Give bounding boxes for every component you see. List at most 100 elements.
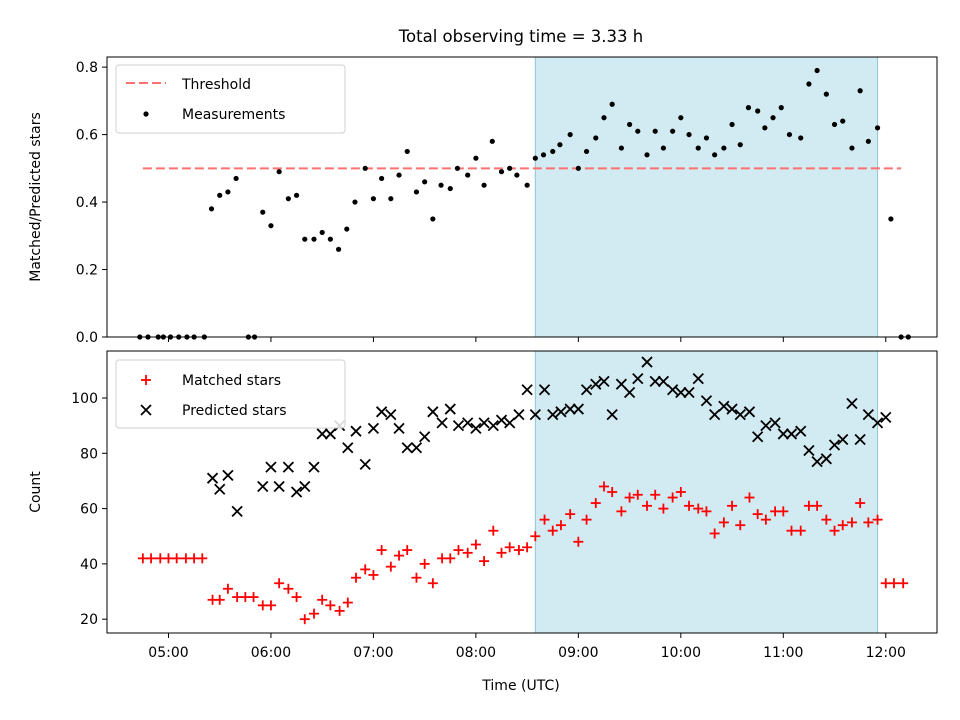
measurement-point xyxy=(302,236,308,242)
x-stroke-b xyxy=(590,378,602,390)
x-stroke-b xyxy=(862,408,874,421)
matched-point xyxy=(616,506,627,517)
x-stroke-b xyxy=(470,422,482,435)
x-stroke-b xyxy=(393,422,405,435)
predicted-point xyxy=(837,433,849,446)
matched-point xyxy=(496,547,507,558)
top-panel: 0.00.20.40.60.8 Matched/Predicted stars … xyxy=(28,56,938,346)
predicted-point xyxy=(547,408,559,421)
x-stroke-b xyxy=(649,375,661,388)
measurement-point xyxy=(498,169,505,175)
predicted-point xyxy=(564,403,576,415)
measurement-point xyxy=(465,172,471,178)
matched-point xyxy=(222,583,233,594)
predicted-point xyxy=(828,439,841,451)
predicted-point xyxy=(598,375,610,388)
x-stroke-b xyxy=(572,403,584,415)
measurement-point xyxy=(514,172,520,178)
predicted-point xyxy=(478,417,490,429)
matched-point xyxy=(650,489,661,500)
x-tick-label: 12:00 xyxy=(866,645,906,661)
measurement-point xyxy=(285,196,291,202)
x-stroke-b xyxy=(299,480,311,493)
matched-point xyxy=(411,572,422,583)
matched-point xyxy=(445,553,456,564)
measurement-point xyxy=(703,135,710,141)
x-stroke-b xyxy=(820,453,832,465)
y-tick-label: 0.0 xyxy=(76,330,98,346)
measurement-point xyxy=(567,131,573,138)
predicted-point xyxy=(290,486,303,498)
measurement-point xyxy=(762,125,768,131)
predicted-point xyxy=(777,428,789,440)
matched-point xyxy=(718,517,729,528)
y-tick-label: 0.6 xyxy=(76,128,98,144)
matched-point xyxy=(547,525,558,536)
measurement-point xyxy=(507,165,513,171)
measurement-point xyxy=(532,155,538,161)
predicted-point xyxy=(743,406,756,418)
matched-point xyxy=(744,492,755,503)
x-stroke-b xyxy=(222,469,234,482)
predicted-point xyxy=(299,480,311,493)
predicted-point xyxy=(427,406,439,418)
predicted-point xyxy=(572,403,584,415)
y-tick-label: 80 xyxy=(80,446,98,462)
measurement-point xyxy=(447,185,453,192)
measurement-point xyxy=(583,148,590,155)
measurement-point xyxy=(311,236,317,242)
x-stroke-b xyxy=(427,406,439,418)
predicted-point xyxy=(709,408,721,421)
measurement-point xyxy=(745,105,752,111)
measurement-point xyxy=(404,148,410,155)
x-stroke-b xyxy=(606,408,618,421)
predicted-point xyxy=(871,417,884,429)
predicted-point xyxy=(393,422,405,435)
measurement-point xyxy=(473,155,479,161)
measurement-point xyxy=(635,128,641,134)
predicted-point xyxy=(580,384,593,396)
matched-point xyxy=(308,608,319,619)
matched-point xyxy=(419,558,430,569)
measurement-point xyxy=(233,175,239,182)
matched-point xyxy=(846,517,857,528)
measurement-point xyxy=(721,145,727,151)
predicted-point xyxy=(700,395,713,407)
matched-point xyxy=(522,542,533,553)
matched-point xyxy=(530,531,541,542)
measurement-point xyxy=(260,209,266,215)
x-stroke-b xyxy=(803,444,815,457)
predicted-point xyxy=(785,428,798,440)
predicted-point xyxy=(803,444,815,457)
measurement-point xyxy=(293,192,300,198)
matched-point xyxy=(171,553,182,564)
predicted-point xyxy=(683,386,695,399)
bottom-plot-frame xyxy=(106,350,938,634)
x-stroke-b xyxy=(811,455,823,468)
matched-point xyxy=(214,594,225,605)
measurement-point xyxy=(413,189,420,195)
bottom-y-ticks: 20 40 60 80 100 xyxy=(71,391,107,628)
predicted-point xyxy=(846,397,858,410)
predicted-point xyxy=(350,425,362,437)
x-tick-label: 06:00 xyxy=(251,645,291,661)
matched-point xyxy=(248,592,259,603)
predicted-point xyxy=(820,453,832,465)
predicted-point xyxy=(521,384,533,396)
x-stroke-b xyxy=(214,483,226,495)
top-y-ticks: 0.0 0.2 0.4 0.6 0.8 xyxy=(76,60,107,346)
x-stroke-b xyxy=(854,433,866,446)
predicted-point xyxy=(308,461,320,473)
x-stroke-b xyxy=(760,420,772,432)
x-stroke-b xyxy=(795,425,807,437)
matched-point xyxy=(709,528,720,539)
y-tick-label: 20 xyxy=(80,612,98,628)
measurement-point xyxy=(225,189,231,195)
matched-point xyxy=(888,578,899,589)
x-stroke-b xyxy=(785,428,798,440)
predicted-point xyxy=(470,422,482,435)
x-stroke-b xyxy=(401,442,413,454)
measurement-point xyxy=(481,182,487,188)
matched-point xyxy=(462,547,473,558)
